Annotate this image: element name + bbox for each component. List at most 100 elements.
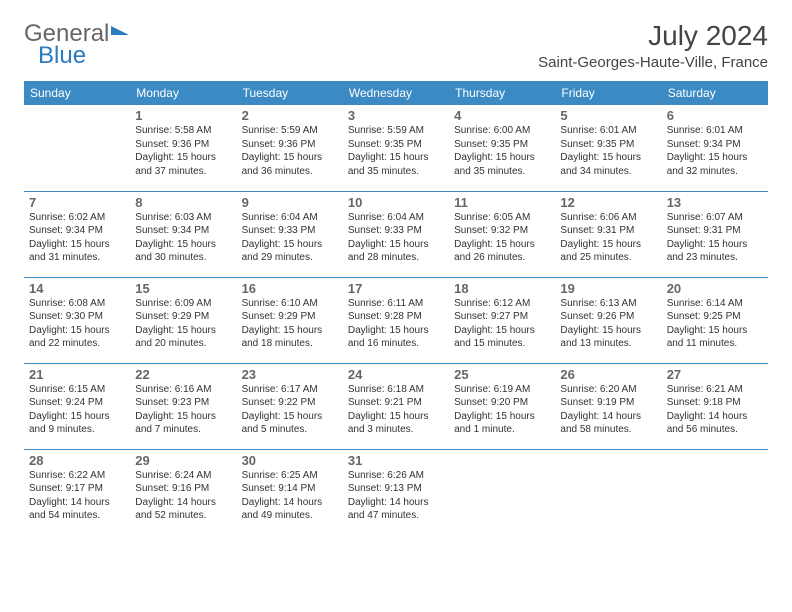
day-number: 11 bbox=[454, 195, 550, 210]
day-number: 9 bbox=[242, 195, 338, 210]
calendar-day: 1Sunrise: 5:58 AMSunset: 9:36 PMDaylight… bbox=[130, 105, 236, 191]
day-info: Sunrise: 6:06 AMSunset: 9:31 PMDaylight:… bbox=[560, 211, 656, 265]
day-number: 17 bbox=[348, 281, 444, 296]
day-number: 3 bbox=[348, 108, 444, 123]
calendar-day: 5Sunrise: 6:01 AMSunset: 9:35 PMDaylight… bbox=[555, 105, 661, 191]
day-number: 10 bbox=[348, 195, 444, 210]
calendar-day: 17Sunrise: 6:11 AMSunset: 9:28 PMDayligh… bbox=[343, 277, 449, 363]
day-info: Sunrise: 6:18 AMSunset: 9:21 PMDaylight:… bbox=[348, 383, 444, 437]
day-number: 27 bbox=[667, 367, 763, 382]
day-header: Thursday bbox=[449, 81, 555, 105]
day-info: Sunrise: 6:07 AMSunset: 9:31 PMDaylight:… bbox=[667, 211, 763, 265]
day-number: 25 bbox=[454, 367, 550, 382]
day-number: 5 bbox=[560, 108, 656, 123]
calendar-week: 7Sunrise: 6:02 AMSunset: 9:34 PMDaylight… bbox=[24, 191, 768, 277]
calendar-day: 28Sunrise: 6:22 AMSunset: 9:17 PMDayligh… bbox=[24, 449, 130, 535]
day-info: Sunrise: 6:02 AMSunset: 9:34 PMDaylight:… bbox=[29, 211, 125, 265]
calendar-day: 9Sunrise: 6:04 AMSunset: 9:33 PMDaylight… bbox=[237, 191, 343, 277]
day-info: Sunrise: 5:58 AMSunset: 9:36 PMDaylight:… bbox=[135, 124, 231, 178]
day-number: 18 bbox=[454, 281, 550, 296]
day-info: Sunrise: 6:05 AMSunset: 9:32 PMDaylight:… bbox=[454, 211, 550, 265]
day-info: Sunrise: 6:10 AMSunset: 9:29 PMDaylight:… bbox=[242, 297, 338, 351]
calendar-day: 26Sunrise: 6:20 AMSunset: 9:19 PMDayligh… bbox=[555, 363, 661, 449]
day-info: Sunrise: 6:04 AMSunset: 9:33 PMDaylight:… bbox=[242, 211, 338, 265]
calendar-day-empty bbox=[449, 449, 555, 535]
calendar-day: 27Sunrise: 6:21 AMSunset: 9:18 PMDayligh… bbox=[662, 363, 768, 449]
day-info: Sunrise: 6:01 AMSunset: 9:34 PMDaylight:… bbox=[667, 124, 763, 178]
day-info: Sunrise: 5:59 AMSunset: 9:36 PMDaylight:… bbox=[242, 124, 338, 178]
calendar-day: 8Sunrise: 6:03 AMSunset: 9:34 PMDaylight… bbox=[130, 191, 236, 277]
day-number: 22 bbox=[135, 367, 231, 382]
day-number: 20 bbox=[667, 281, 763, 296]
calendar-day: 23Sunrise: 6:17 AMSunset: 9:22 PMDayligh… bbox=[237, 363, 343, 449]
calendar-head: SundayMondayTuesdayWednesdayThursdayFrid… bbox=[24, 81, 768, 105]
day-number: 23 bbox=[242, 367, 338, 382]
month-title: July 2024 bbox=[538, 20, 768, 52]
location: Saint-Georges-Haute-Ville, France bbox=[538, 54, 768, 71]
day-info: Sunrise: 6:21 AMSunset: 9:18 PMDaylight:… bbox=[667, 383, 763, 437]
day-number: 28 bbox=[29, 453, 125, 468]
calendar-day: 10Sunrise: 6:04 AMSunset: 9:33 PMDayligh… bbox=[343, 191, 449, 277]
day-header: Friday bbox=[555, 81, 661, 105]
calendar-week: 21Sunrise: 6:15 AMSunset: 9:24 PMDayligh… bbox=[24, 363, 768, 449]
calendar-day: 2Sunrise: 5:59 AMSunset: 9:36 PMDaylight… bbox=[237, 105, 343, 191]
day-info: Sunrise: 5:59 AMSunset: 9:35 PMDaylight:… bbox=[348, 124, 444, 178]
day-number: 4 bbox=[454, 108, 550, 123]
day-number: 30 bbox=[242, 453, 338, 468]
calendar-day: 6Sunrise: 6:01 AMSunset: 9:34 PMDaylight… bbox=[662, 105, 768, 191]
calendar-day: 16Sunrise: 6:10 AMSunset: 9:29 PMDayligh… bbox=[237, 277, 343, 363]
calendar-day: 12Sunrise: 6:06 AMSunset: 9:31 PMDayligh… bbox=[555, 191, 661, 277]
calendar-week: 14Sunrise: 6:08 AMSunset: 9:30 PMDayligh… bbox=[24, 277, 768, 363]
day-info: Sunrise: 6:20 AMSunset: 9:19 PMDaylight:… bbox=[560, 383, 656, 437]
day-info: Sunrise: 6:11 AMSunset: 9:28 PMDaylight:… bbox=[348, 297, 444, 351]
day-info: Sunrise: 6:01 AMSunset: 9:35 PMDaylight:… bbox=[560, 124, 656, 178]
calendar-table: SundayMondayTuesdayWednesdayThursdayFrid… bbox=[24, 81, 768, 535]
header: General July 2024 Saint-Georges-Haute-Vi… bbox=[24, 20, 768, 71]
calendar-day: 29Sunrise: 6:24 AMSunset: 9:16 PMDayligh… bbox=[130, 449, 236, 535]
calendar-day: 21Sunrise: 6:15 AMSunset: 9:24 PMDayligh… bbox=[24, 363, 130, 449]
day-number: 16 bbox=[242, 281, 338, 296]
day-number: 31 bbox=[348, 453, 444, 468]
calendar-day-empty bbox=[662, 449, 768, 535]
day-info: Sunrise: 6:25 AMSunset: 9:14 PMDaylight:… bbox=[242, 469, 338, 523]
day-info: Sunrise: 6:14 AMSunset: 9:25 PMDaylight:… bbox=[667, 297, 763, 351]
day-header: Tuesday bbox=[237, 81, 343, 105]
day-info: Sunrise: 6:13 AMSunset: 9:26 PMDaylight:… bbox=[560, 297, 656, 351]
day-header: Monday bbox=[130, 81, 236, 105]
day-info: Sunrise: 6:08 AMSunset: 9:30 PMDaylight:… bbox=[29, 297, 125, 351]
day-number: 29 bbox=[135, 453, 231, 468]
calendar-day: 24Sunrise: 6:18 AMSunset: 9:21 PMDayligh… bbox=[343, 363, 449, 449]
title-block: July 2024 Saint-Georges-Haute-Ville, Fra… bbox=[538, 20, 768, 71]
day-info: Sunrise: 6:26 AMSunset: 9:13 PMDaylight:… bbox=[348, 469, 444, 523]
day-info: Sunrise: 6:04 AMSunset: 9:33 PMDaylight:… bbox=[348, 211, 444, 265]
logo-second-line: Blue bbox=[38, 42, 86, 70]
calendar-day: 3Sunrise: 5:59 AMSunset: 9:35 PMDaylight… bbox=[343, 105, 449, 191]
calendar-day-empty bbox=[24, 105, 130, 191]
day-number: 14 bbox=[29, 281, 125, 296]
day-number: 26 bbox=[560, 367, 656, 382]
calendar-day: 31Sunrise: 6:26 AMSunset: 9:13 PMDayligh… bbox=[343, 449, 449, 535]
day-info: Sunrise: 6:22 AMSunset: 9:17 PMDaylight:… bbox=[29, 469, 125, 523]
calendar-day: 22Sunrise: 6:16 AMSunset: 9:23 PMDayligh… bbox=[130, 363, 236, 449]
calendar-day: 4Sunrise: 6:00 AMSunset: 9:35 PMDaylight… bbox=[449, 105, 555, 191]
logo-text-blue: Blue bbox=[38, 42, 86, 69]
day-number: 7 bbox=[29, 195, 125, 210]
calendar-day: 20Sunrise: 6:14 AMSunset: 9:25 PMDayligh… bbox=[662, 277, 768, 363]
day-info: Sunrise: 6:12 AMSunset: 9:27 PMDaylight:… bbox=[454, 297, 550, 351]
day-number: 15 bbox=[135, 281, 231, 296]
calendar-day: 11Sunrise: 6:05 AMSunset: 9:32 PMDayligh… bbox=[449, 191, 555, 277]
day-number: 24 bbox=[348, 367, 444, 382]
day-info: Sunrise: 6:19 AMSunset: 9:20 PMDaylight:… bbox=[454, 383, 550, 437]
calendar-day: 14Sunrise: 6:08 AMSunset: 9:30 PMDayligh… bbox=[24, 277, 130, 363]
calendar-day: 18Sunrise: 6:12 AMSunset: 9:27 PMDayligh… bbox=[449, 277, 555, 363]
day-number: 13 bbox=[667, 195, 763, 210]
calendar-day: 25Sunrise: 6:19 AMSunset: 9:20 PMDayligh… bbox=[449, 363, 555, 449]
calendar-week: 28Sunrise: 6:22 AMSunset: 9:17 PMDayligh… bbox=[24, 449, 768, 535]
calendar-body: 1Sunrise: 5:58 AMSunset: 9:36 PMDaylight… bbox=[24, 105, 768, 535]
day-info: Sunrise: 6:24 AMSunset: 9:16 PMDaylight:… bbox=[135, 469, 231, 523]
logo-triangle-icon bbox=[111, 26, 129, 35]
calendar-day: 7Sunrise: 6:02 AMSunset: 9:34 PMDaylight… bbox=[24, 191, 130, 277]
day-header: Sunday bbox=[24, 81, 130, 105]
day-number: 6 bbox=[667, 108, 763, 123]
calendar-day-empty bbox=[555, 449, 661, 535]
